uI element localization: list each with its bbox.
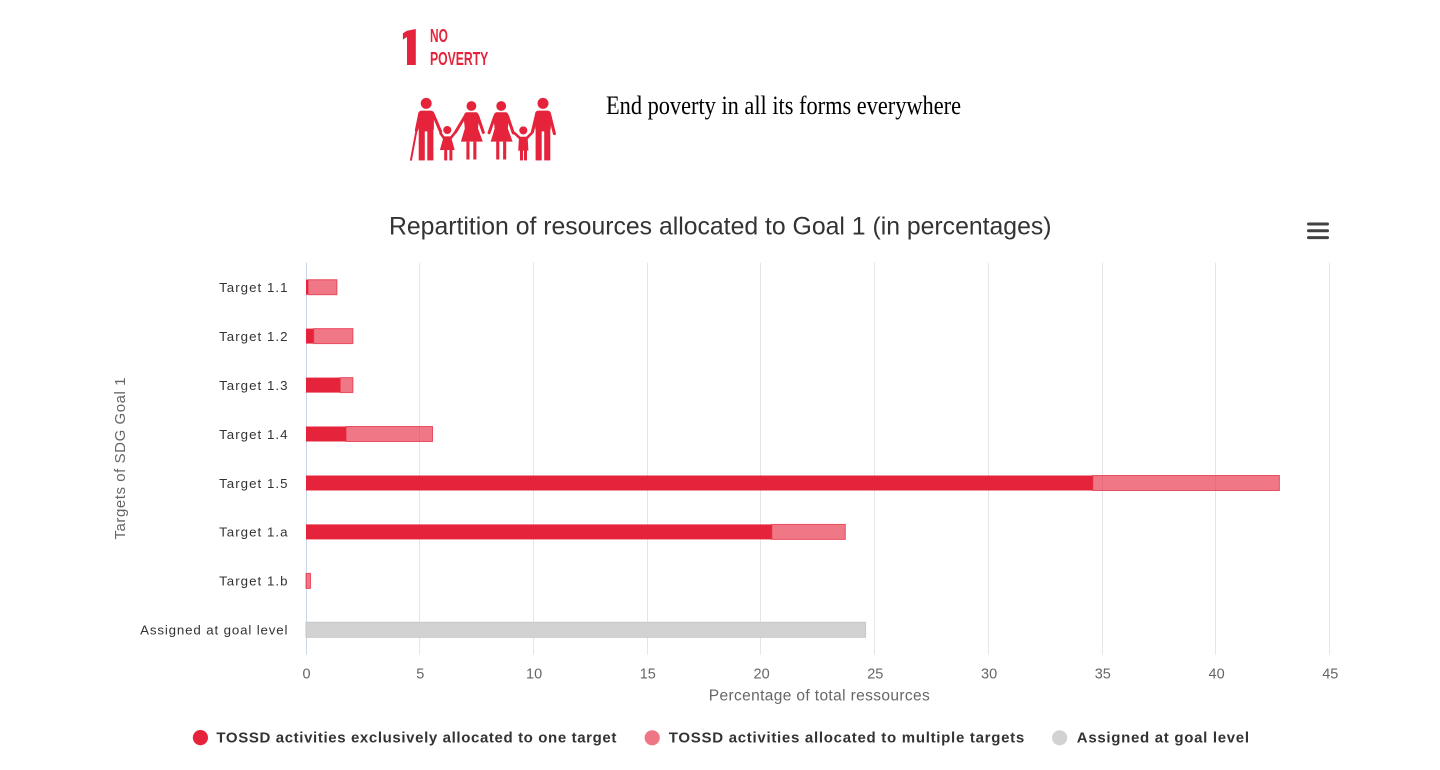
svg-text:Target 1.2: Target 1.2 [219,329,287,344]
svg-text:TOSSD activities allocated to: TOSSD activities allocated to multiple t… [669,729,1024,746]
svg-text:10: 10 [526,666,542,682]
svg-text:Targets of SDG Goal 1: Targets of SDG Goal 1 [112,378,129,540]
svg-text:45: 45 [1322,666,1338,682]
svg-text:Target 1.5: Target 1.5 [219,476,287,491]
svg-text:TOSSD activities exclusively a: TOSSD activities exclusively allocated t… [216,729,616,746]
svg-text:NO: NO [430,25,448,46]
svg-text:15: 15 [640,666,656,682]
svg-text:25: 25 [867,666,883,682]
svg-text:Target 1.1: Target 1.1 [219,280,287,295]
svg-text:5: 5 [416,666,424,682]
svg-text:30: 30 [981,666,997,682]
svg-text:35: 35 [1095,666,1111,682]
svg-text:Target 1.4: Target 1.4 [219,427,287,442]
svg-text:40: 40 [1209,666,1225,682]
svg-text:Target 1.a: Target 1.a [219,525,288,540]
svg-text:POVERTY: POVERTY [430,48,489,69]
svg-text:0: 0 [303,666,311,682]
svg-text:Percentage of total ressources: Percentage of total ressources [709,688,930,705]
svg-text:End poverty in all its forms e: End poverty in all its forms everywhere [606,90,961,120]
svg-text:20: 20 [754,666,770,682]
svg-text:Target 1.3: Target 1.3 [219,378,287,393]
svg-text:Assigned at goal level: Assigned at goal level [1077,729,1249,746]
svg-text:Assigned at goal level: Assigned at goal level [140,623,287,638]
svg-text:Repartition of resources alloc: Repartition of resources allocated to Go… [389,212,1052,240]
svg-text:Target 1.b: Target 1.b [219,574,287,589]
